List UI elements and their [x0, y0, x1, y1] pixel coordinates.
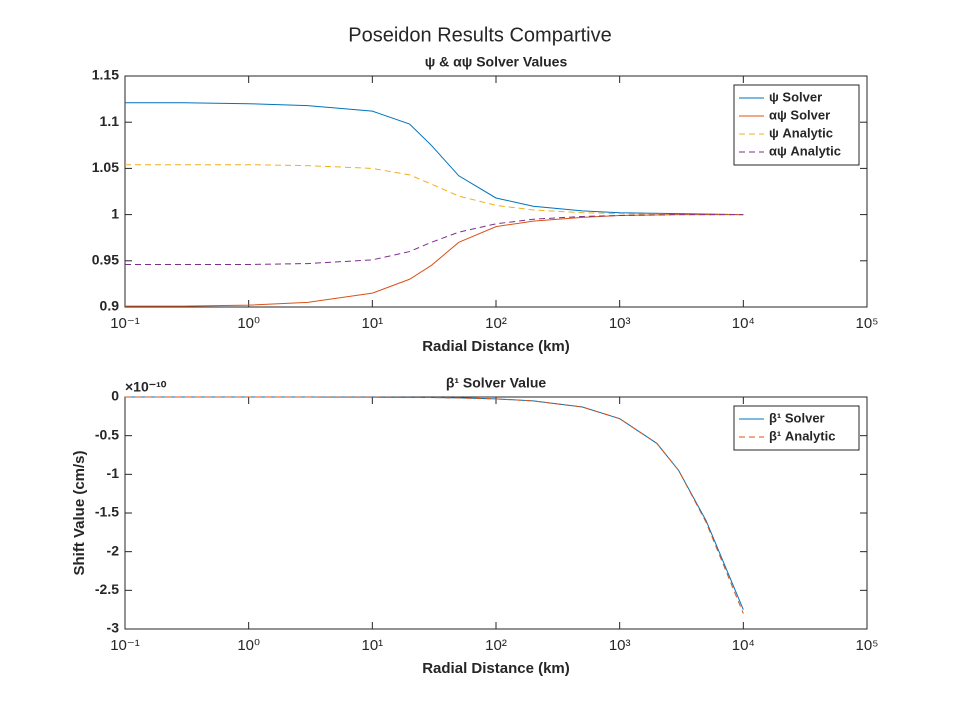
x-tick-label: 10² — [485, 315, 507, 332]
x-tick-label: 10⁴ — [732, 315, 755, 332]
legend-label: β¹ Analytic — [769, 428, 835, 443]
x-tick-label: 10³ — [609, 315, 631, 332]
y-tick-label: 1 — [111, 205, 119, 221]
y-tick-label: -2 — [107, 542, 120, 558]
y-axis-label: Shift Value (cm/s) — [71, 450, 88, 575]
series-line — [125, 164, 744, 216]
axes-title: β¹ Solver Value — [446, 375, 547, 391]
y-tick-label: -1 — [107, 465, 120, 481]
legend-label: ψ Analytic — [769, 125, 833, 140]
y-tick-label: 1.15 — [92, 67, 119, 83]
x-tick-label: 10² — [485, 637, 507, 654]
x-tick-label: 10⁰ — [237, 315, 260, 332]
legend-label: αψ Solver — [769, 107, 830, 122]
legend-label: ψ Solver — [769, 89, 822, 104]
series-line — [125, 214, 744, 265]
y-tick-label: 0.9 — [100, 298, 120, 314]
series-line — [125, 396, 744, 614]
x-tick-label: 10³ — [609, 637, 631, 654]
series-line — [125, 214, 744, 307]
legend-label: αψ Analytic — [769, 143, 841, 158]
y-tick-label: -1.5 — [95, 504, 119, 520]
x-tick-label: 10¹ — [361, 637, 383, 654]
y-tick-label: 1.05 — [92, 159, 119, 175]
y-tick-label: -2.5 — [95, 581, 119, 597]
y-tick-label: -0.5 — [95, 426, 119, 442]
x-tick-label: 10⁵ — [856, 315, 879, 332]
x-tick-label: 10⁵ — [856, 637, 879, 654]
x-tick-label: 10⁻¹ — [110, 315, 140, 332]
x-axis-label: Radial Distance (km) — [422, 338, 570, 355]
x-axis-label: Radial Distance (km) — [422, 660, 570, 677]
x-tick-label: 10⁻¹ — [110, 637, 140, 654]
y-tick-label: 0 — [111, 388, 119, 404]
x-tick-label: 10⁴ — [732, 637, 755, 654]
y-tick-label: 1.1 — [100, 113, 120, 129]
series-line — [125, 396, 744, 610]
x-tick-label: 10¹ — [361, 315, 383, 332]
x-tick-label: 10⁰ — [237, 637, 260, 654]
legend-box — [733, 405, 860, 451]
legend-label: β¹ Solver — [769, 410, 825, 425]
axes-title: ψ & αψ Solver Values — [425, 54, 568, 70]
series-line — [125, 102, 744, 216]
y-tick-label: -3 — [107, 620, 120, 636]
y-multiplier: ×10⁻¹⁰ — [125, 379, 167, 395]
figure-title: Poseidon Results Compartive — [348, 24, 611, 46]
y-tick-label: 0.95 — [92, 252, 119, 268]
